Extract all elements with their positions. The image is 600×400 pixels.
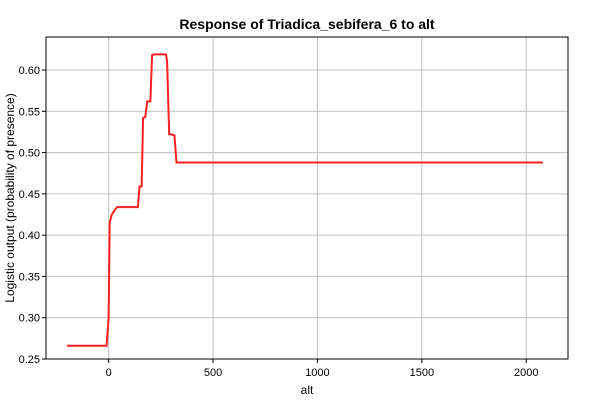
x-axis-label: alt xyxy=(301,383,314,397)
x-tick-label: 2000 xyxy=(514,367,538,379)
chart-title: Response of Triadica_sebifera_6 to alt xyxy=(179,16,435,32)
y-axis-label: Logistic output (probability of presence… xyxy=(3,93,17,302)
plot-frame xyxy=(45,36,569,360)
x-tick-label: 500 xyxy=(204,367,222,379)
y-tick-label: 0.55 xyxy=(19,106,40,118)
y-tick-label: 0.35 xyxy=(19,271,40,283)
y-tick-label: 0.30 xyxy=(19,313,40,325)
x-tick-label: 0 xyxy=(106,367,112,379)
y-tick-label: 0.60 xyxy=(19,65,40,77)
y-tick-label: 0.25 xyxy=(19,354,40,366)
x-tick-label: 1500 xyxy=(410,367,434,379)
tick-layer: 0 500 1000 1500 2000 0.25 0.30 0.35 0.40 0.45 0.50… xyxy=(19,65,539,379)
grid-layer xyxy=(46,37,568,360)
y-tick-label: 0.50 xyxy=(19,148,40,160)
y-tick-label: 0.40 xyxy=(19,230,40,242)
y-tick-label: 0.45 xyxy=(19,189,40,201)
x-tick-label: 1000 xyxy=(305,367,329,379)
series-line xyxy=(66,53,543,347)
